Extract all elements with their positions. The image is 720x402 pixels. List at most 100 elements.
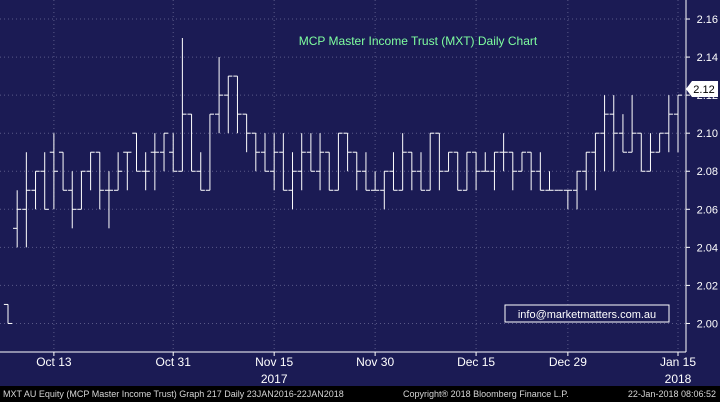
ohlc-bar (224, 75, 233, 134)
y-tick-label: 2.14 (697, 52, 718, 64)
ohlc-bar (205, 113, 215, 191)
ohlc-bar (22, 152, 31, 248)
ohlc-bar (609, 95, 618, 172)
ohlc-bar (325, 151, 334, 191)
ohlc-bar (31, 170, 40, 210)
ohlc-bar (104, 171, 114, 229)
ohlc-bar (196, 152, 205, 191)
ohlc-bar (343, 132, 352, 172)
ohlc-bar (352, 151, 361, 191)
ohlc-bar (242, 113, 251, 153)
ohlc-bar (370, 171, 380, 191)
contact-annotation: info@marketmatters.com.au (504, 304, 670, 323)
ohlc-bar (187, 113, 196, 172)
last-price-label: 2.12 (693, 84, 714, 96)
ohlc-bar (114, 152, 123, 191)
ohlc-bar (251, 132, 260, 172)
ohlc-bar (435, 132, 444, 191)
ohlc-bar (398, 133, 407, 191)
ohlc-bar (517, 151, 527, 172)
ohlc-bar (361, 152, 371, 191)
last-price-marker: 2.12 (686, 81, 718, 97)
ohlc-bar (306, 133, 316, 172)
x-tick-label: Nov 30 (356, 355, 394, 369)
ohlc-bar (655, 132, 664, 153)
last-price-tag (686, 81, 718, 97)
ohlc-bar (3, 303, 13, 324)
ohlc-bar (86, 151, 95, 191)
ohlc-bar (315, 133, 325, 191)
ohlc-bar (527, 151, 536, 191)
ohlc-bar (49, 133, 59, 210)
ohlc-bar (178, 38, 187, 172)
ohlc-bar (646, 133, 655, 172)
price-bars (3, 38, 683, 324)
ohlc-bar (40, 152, 49, 210)
ohlc-bar (389, 152, 398, 191)
ohlc-bar (627, 95, 637, 153)
contact-box (504, 304, 670, 323)
ohlc-bar (591, 132, 600, 191)
ohlc-bar (499, 133, 508, 172)
ohlc-bar (159, 132, 169, 172)
footer-security-info: MXT AU Equity (MCP Master Income Trust) … (3, 389, 344, 399)
x-axis-ticks: Oct 13 Oct 31 Nov 15 Nov 30 Dec 15 Dec 29 Jan … (36, 352, 696, 386)
x-year-label: 2017 (261, 372, 288, 386)
ohlc-bar (508, 151, 517, 191)
x-tick-label: Oct 31 (156, 355, 192, 369)
ohlc-bar (637, 132, 646, 172)
ohlc-bar (471, 151, 481, 191)
ohlc-bar (572, 170, 582, 210)
ohlc-bar (334, 132, 343, 191)
ohlc-bar (68, 171, 77, 229)
ohlc-bar (380, 170, 389, 210)
ohlc-bar (13, 190, 22, 248)
ohlc-bar (481, 152, 490, 172)
y-tick-label: 2.02 (697, 280, 718, 292)
x-tick-label: Nov 15 (255, 355, 293, 369)
contact-email: info@marketmatters.com.au (518, 309, 656, 321)
ohlc-bar (169, 133, 178, 172)
ohlc-bar (132, 132, 141, 172)
x-tick-label: Dec 15 (457, 355, 495, 369)
x-tick-label: Oct 13 (36, 355, 72, 369)
ohlc-bar (233, 75, 242, 134)
ohlc-bar (297, 133, 306, 191)
ohlc-bar (600, 95, 609, 172)
x-year-label: 2018 (665, 372, 692, 386)
ohlc-bar (462, 151, 472, 191)
ohlc-bar (77, 170, 86, 210)
footer-timestamp: 22-Jan-2018 08:06:52 (627, 389, 716, 399)
ohlc-bar (582, 151, 591, 191)
y-tick-label: 2.16 (697, 14, 718, 26)
ohlc-bar (214, 57, 224, 134)
ohlc-bar (673, 94, 683, 153)
ohlc-bar (150, 133, 159, 191)
ohlc-bar (490, 151, 499, 191)
y-tick-label: 2.00 (697, 318, 718, 330)
ohlc-bar (618, 114, 628, 153)
ohlc-bar (453, 151, 462, 191)
footer-bar: MXT AU Equity (MCP Master Income Trust) … (0, 386, 720, 402)
ohlc-bar (58, 151, 68, 191)
y-tick-label: 2.06 (697, 204, 718, 216)
ohlc-bar (270, 133, 279, 191)
ohlc-bar (407, 151, 416, 191)
ohlc-bar (426, 132, 435, 191)
ohlc-bar (123, 151, 132, 191)
ohlc-bar (536, 152, 545, 191)
ohlc-bar (545, 171, 554, 191)
ohlc-bar (664, 95, 673, 153)
ohlc-bar (141, 152, 150, 191)
ohlc-bar (288, 152, 297, 210)
y-tick-label: 2.04 (697, 242, 718, 254)
ohlc-bar (95, 151, 104, 210)
y-tick-label: 2.08 (697, 166, 718, 178)
ohlc-bar (279, 133, 288, 191)
footer-copyright: Copyright® 2018 Bloomberg Finance L.P. (403, 389, 569, 399)
y-tick-label: 2.10 (697, 128, 718, 140)
ohlc-bar (444, 151, 453, 172)
ohlc-bar (416, 152, 426, 191)
